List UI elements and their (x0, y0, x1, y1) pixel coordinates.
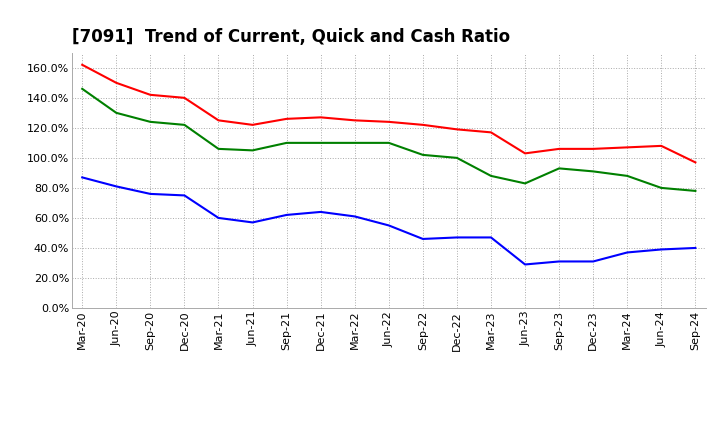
Quick Ratio (589, 169, 598, 174)
Cash Ratio (691, 246, 700, 251)
Current Ratio (487, 130, 495, 135)
Current Ratio (146, 92, 155, 98)
Current Ratio (623, 145, 631, 150)
Quick Ratio (351, 140, 359, 146)
Current Ratio (418, 122, 427, 128)
Quick Ratio (282, 140, 291, 146)
Quick Ratio (555, 166, 564, 171)
Current Ratio (214, 118, 222, 123)
Quick Ratio (691, 188, 700, 194)
Cash Ratio (589, 259, 598, 264)
Cash Ratio (384, 223, 393, 228)
Cash Ratio (146, 191, 155, 197)
Quick Ratio (521, 181, 529, 186)
Quick Ratio (623, 173, 631, 179)
Quick Ratio (78, 86, 86, 92)
Line: Quick Ratio: Quick Ratio (82, 89, 696, 191)
Line: Current Ratio: Current Ratio (82, 65, 696, 162)
Quick Ratio (384, 140, 393, 146)
Cash Ratio (316, 209, 325, 215)
Cash Ratio (657, 247, 665, 252)
Quick Ratio (418, 152, 427, 158)
Cash Ratio (112, 184, 121, 189)
Cash Ratio (214, 215, 222, 220)
Current Ratio (248, 122, 257, 128)
Quick Ratio (657, 185, 665, 191)
Quick Ratio (112, 110, 121, 115)
Current Ratio (78, 62, 86, 67)
Current Ratio (282, 116, 291, 121)
Cash Ratio (180, 193, 189, 198)
Current Ratio (657, 143, 665, 149)
Current Ratio (316, 115, 325, 120)
Cash Ratio (623, 250, 631, 255)
Current Ratio (589, 146, 598, 151)
Quick Ratio (487, 173, 495, 179)
Cash Ratio (248, 220, 257, 225)
Quick Ratio (180, 122, 189, 128)
Current Ratio (453, 127, 462, 132)
Current Ratio (555, 146, 564, 151)
Current Ratio (351, 118, 359, 123)
Line: Cash Ratio: Cash Ratio (82, 177, 696, 264)
Quick Ratio (316, 140, 325, 146)
Cash Ratio (282, 212, 291, 217)
Cash Ratio (78, 175, 86, 180)
Current Ratio (691, 160, 700, 165)
Text: [7091]  Trend of Current, Quick and Cash Ratio: [7091] Trend of Current, Quick and Cash … (72, 28, 510, 46)
Current Ratio (521, 151, 529, 156)
Quick Ratio (453, 155, 462, 161)
Quick Ratio (248, 148, 257, 153)
Current Ratio (384, 119, 393, 125)
Current Ratio (180, 95, 189, 100)
Current Ratio (112, 80, 121, 85)
Quick Ratio (146, 119, 155, 125)
Cash Ratio (351, 214, 359, 219)
Cash Ratio (521, 262, 529, 267)
Quick Ratio (214, 146, 222, 151)
Cash Ratio (453, 235, 462, 240)
Cash Ratio (555, 259, 564, 264)
Cash Ratio (418, 236, 427, 242)
Cash Ratio (487, 235, 495, 240)
